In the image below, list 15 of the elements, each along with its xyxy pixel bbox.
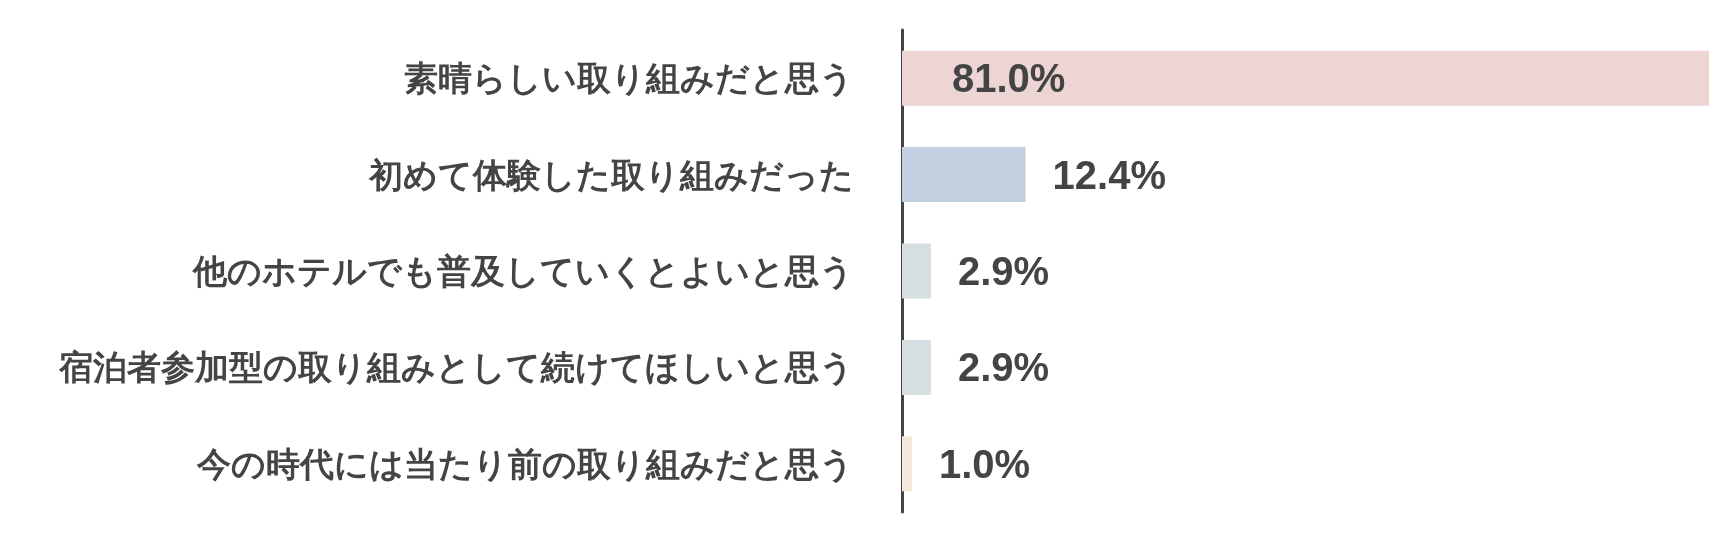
y-tick-label: 他のホテルでも普及していくとよいと思う <box>192 251 854 291</box>
data-label: 2.9% <box>957 345 1050 390</box>
y-tick-label: 素晴らしい取り組みだと思う <box>404 58 854 99</box>
bar <box>902 147 1026 203</box>
data-label: 12.4% <box>1052 152 1166 197</box>
data-label: 2.9% <box>957 249 1050 293</box>
y-tick-label: 宿泊者参加型の取り組みとして続けてほしいと思う <box>58 347 854 388</box>
bar <box>902 339 931 395</box>
y-tick-label: 今の時代には当たり前の取り組みだと思う <box>196 443 854 484</box>
bar <box>902 50 1709 106</box>
y-tick-label: 初めて体験した取り組みだった <box>368 154 854 195</box>
bar <box>902 243 931 299</box>
bar <box>902 436 912 492</box>
data-label: 1.0% <box>938 441 1031 486</box>
data-label: 81.0% <box>952 56 1066 101</box>
